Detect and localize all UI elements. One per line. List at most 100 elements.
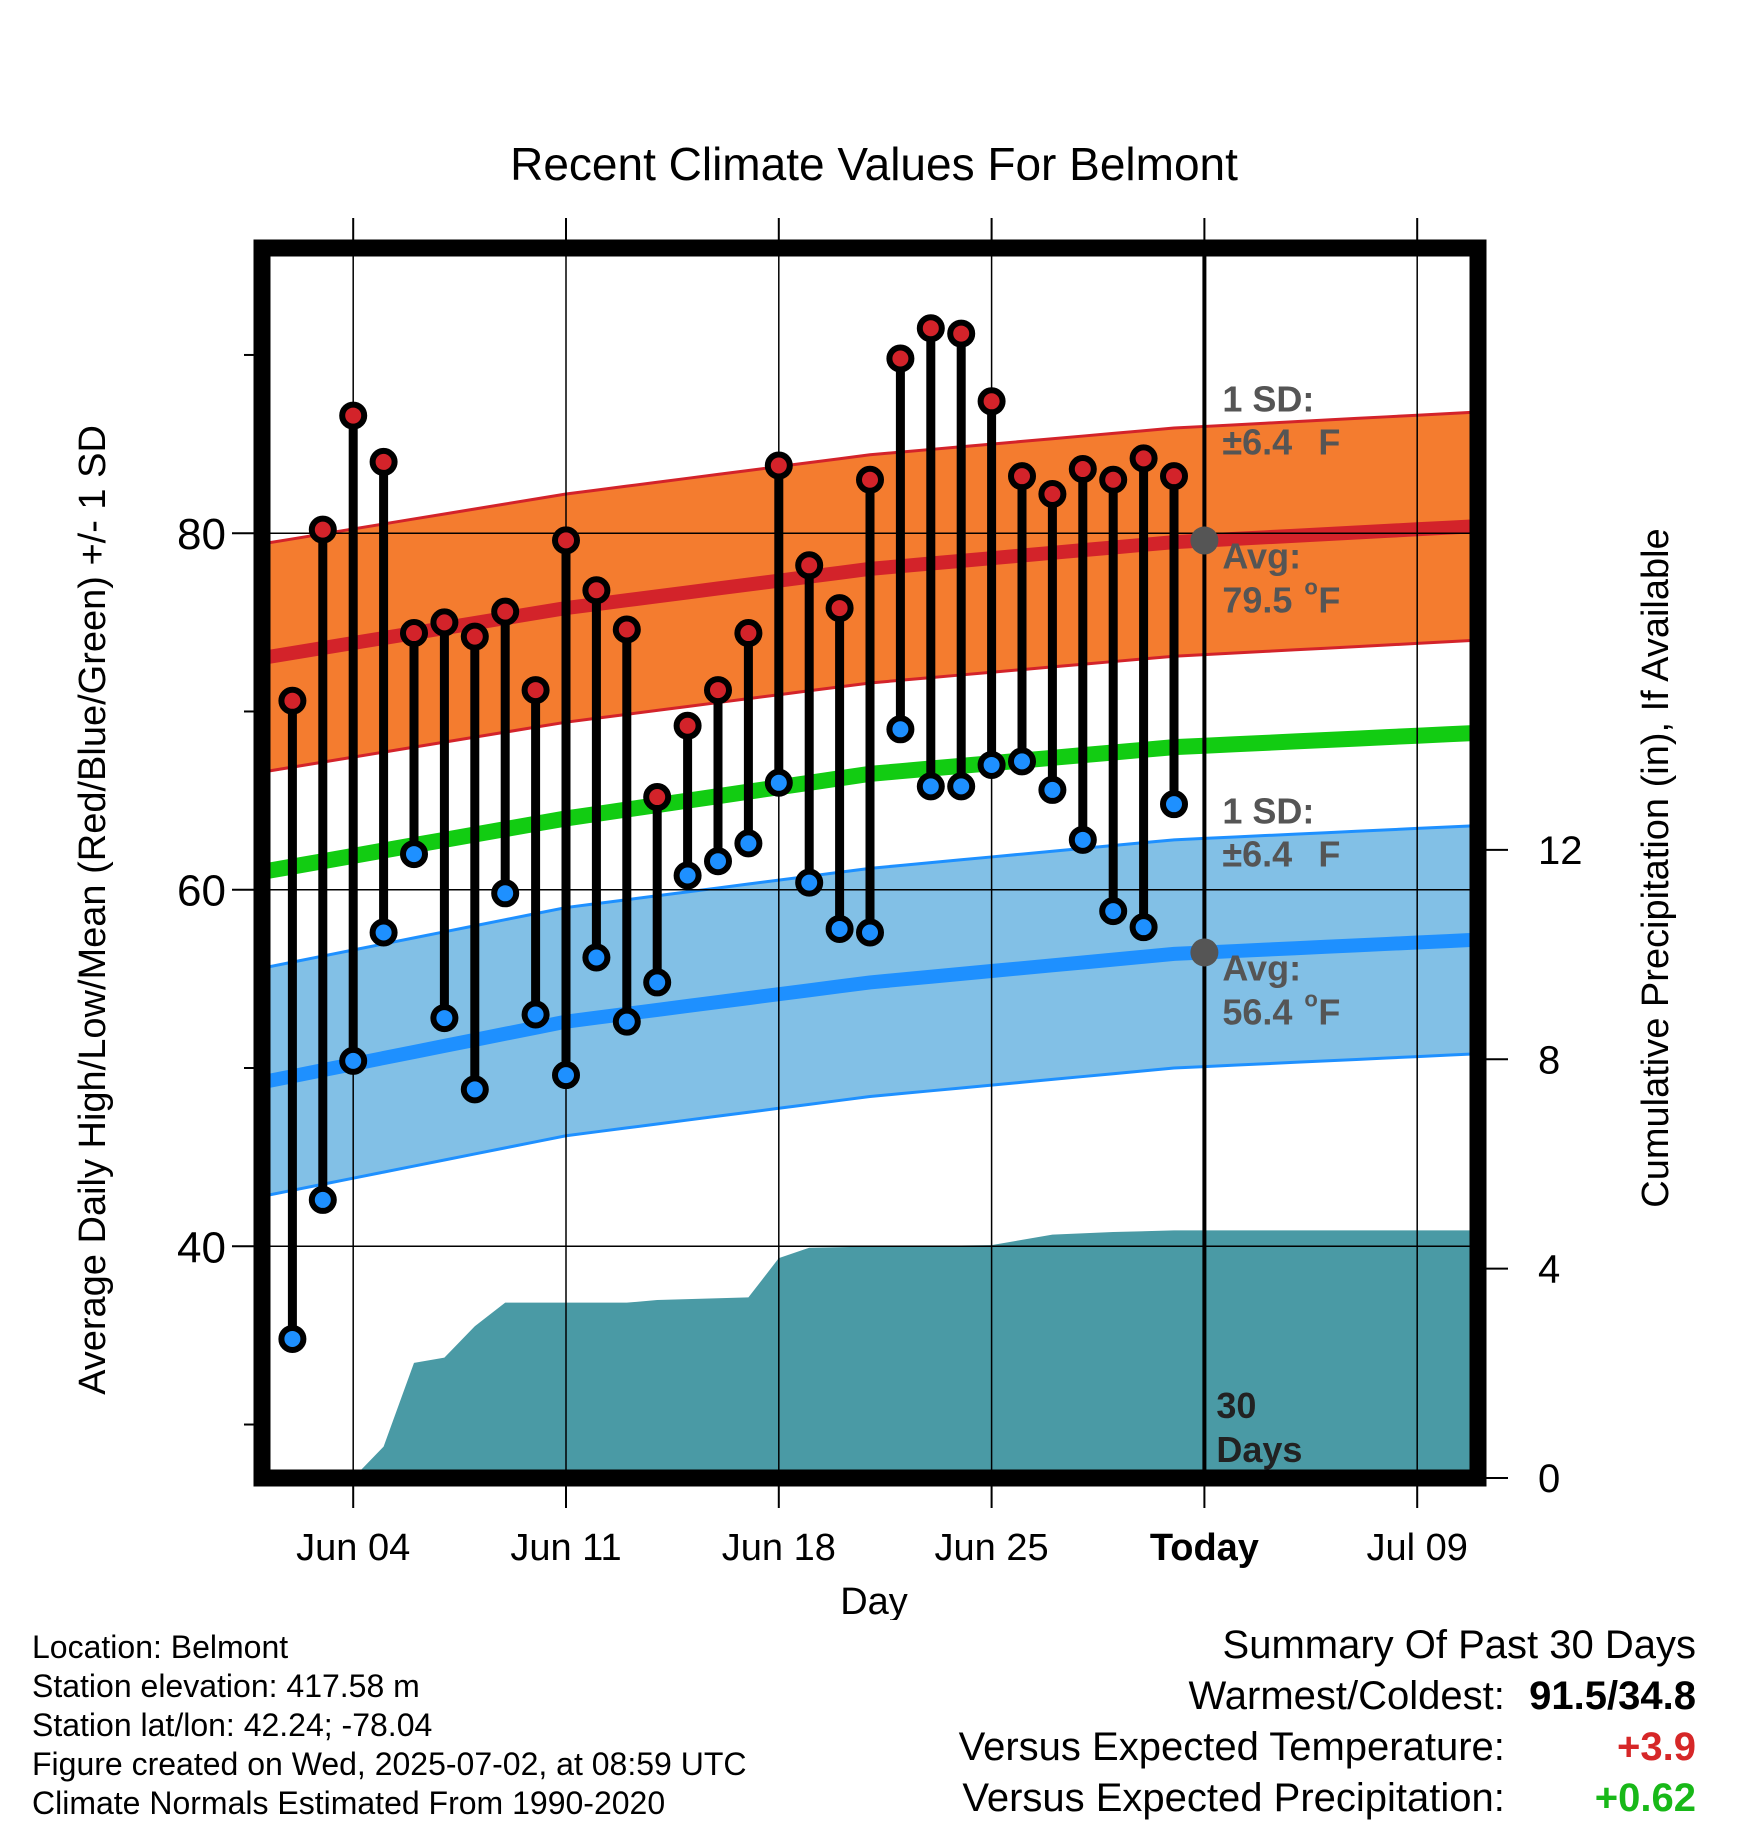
low-temp-point (521, 1000, 550, 1029)
low-temp-point (856, 918, 884, 947)
high-temp-point (308, 515, 337, 544)
precip-departure-label: Versus Expected Precipitation: (962, 1776, 1505, 1820)
low-sd-unit: F (1318, 833, 1340, 874)
high-temp-point (886, 344, 915, 373)
low-temp-point (1038, 775, 1067, 804)
high-temp-point (734, 619, 763, 648)
x-tick-label-4: Today (1150, 1527, 1259, 1569)
high-temp-point (1068, 455, 1097, 484)
low-temp-point (673, 861, 702, 890)
high-avg-value: 79.5 (1222, 580, 1292, 621)
low-temp-point (369, 918, 398, 947)
y-left-tick-label-60: 60 (177, 867, 226, 916)
high-temp-point (582, 576, 611, 605)
low-avg-marker (1190, 938, 1219, 967)
summary-title: Summary Of Past 30 Days (1222, 1623, 1696, 1667)
precip-departure-value: +0.62 (1594, 1776, 1696, 1820)
low-sd-value: ±6.4 (1222, 833, 1292, 874)
y-left-tick-label-80: 80 (177, 510, 226, 559)
low-temp-point (339, 1046, 368, 1075)
high-sd-title: 1 SD: (1222, 378, 1314, 419)
high-temp-point (1099, 465, 1128, 494)
low-temp-point (916, 772, 945, 801)
low-temp-point (764, 768, 793, 797)
high-temp-point (704, 676, 732, 705)
high-temp-point (460, 622, 489, 651)
low-temp-point (612, 1007, 641, 1036)
low-temp-point (1160, 790, 1188, 819)
x-tick-label-1: Jun 11 (510, 1527, 621, 1569)
y-axis-label-right: Cumulative Precipitation (in), If Availa… (1635, 528, 1677, 1207)
low-temp-point (947, 772, 976, 801)
low-normal-line (260, 932, 1479, 1090)
today-period-label: 30 Days (1216, 1385, 1302, 1470)
high-temp-point (521, 676, 550, 705)
low-temp-point (643, 968, 672, 997)
low-temp-point (825, 914, 854, 943)
x-tick-label-2: Jun 18 (722, 1527, 836, 1569)
low-temp-point (400, 840, 428, 869)
low-temp-point (430, 1004, 459, 1033)
high-temp-point (1160, 462, 1188, 491)
high-temp-point (430, 608, 459, 637)
high-temp-point (1038, 480, 1067, 508)
high-temp-point (612, 615, 641, 644)
created-text: Figure created on Wed, 2025-07-02, at 08… (32, 1746, 747, 1782)
y-right-tick-label-4: 4 (1538, 1248, 1560, 1292)
low-temp-point (1129, 913, 1158, 942)
low-temp-point (734, 829, 763, 858)
y-axis-label-left: Average Daily High/Low/Mean (Red/Blue/Gr… (72, 425, 114, 1395)
high-temp-point (369, 447, 398, 476)
low-temp-point (552, 1061, 580, 1090)
temp-departure-label: Versus Expected Temperature: (958, 1725, 1505, 1769)
low-temp-point (704, 847, 732, 876)
station-info: Location: Belmont Station elevation: 417… (32, 1628, 746, 1823)
low-avg-value: 56.4 (1222, 991, 1292, 1032)
y-right-tick-label-0: 0 (1538, 1457, 1560, 1501)
latlon-text: Station lat/lon: 42.24; -78.04 (32, 1707, 433, 1743)
high-temp-point (977, 387, 1006, 416)
x-tick-label-3: Jun 25 (935, 1527, 1049, 1569)
high-temp-point (1008, 462, 1036, 491)
low-temp-point (795, 868, 824, 897)
high-temp-point (856, 465, 884, 494)
y-right-tick-label-12: 12 (1538, 829, 1583, 873)
y-left-tick-label-40: 40 (177, 1223, 226, 1272)
precipitation-area (322, 1230, 1478, 1478)
elevation-text: Station elevation: 417.58 m (32, 1668, 420, 1704)
high-avg-marker (1190, 526, 1219, 555)
high-temp-point (764, 451, 793, 480)
x-axis-label: Day (840, 1581, 908, 1620)
axes: Jun 04 Jun 11 Jun 18 Jun 25 Today Jul 0940608… (177, 218, 1583, 1569)
low-sd-lower-edge (261, 1052, 1479, 1198)
y-right-tick-label-8: 8 (1538, 1038, 1560, 1082)
high-temp-point (643, 783, 672, 812)
warmest-coldest-label: Warmest/Coldest: (1188, 1674, 1505, 1718)
normals-text: Climate Normals Estimated From 1990-2020 (32, 1785, 666, 1821)
today-marker: 30 Days (1202, 248, 1302, 1478)
high-temp-point (947, 319, 976, 348)
high-temp-point (552, 526, 580, 555)
low-temp-point (1068, 825, 1097, 854)
high-temp-point (673, 711, 702, 740)
high-temp-point (491, 597, 520, 626)
high-temp-point (400, 619, 428, 648)
low-temp-point (491, 879, 520, 908)
precip-cumulative-area (322, 1230, 1478, 1478)
temp-departure-value: +3.9 (1617, 1725, 1696, 1769)
high-temp-point (339, 401, 368, 430)
daily-range-stems (287, 328, 1179, 1339)
high-temp-point (795, 551, 824, 580)
high-temp-point (825, 594, 854, 623)
high-temp-point (278, 686, 307, 715)
low-avg-title: Avg: (1222, 947, 1301, 988)
low-temp-point (460, 1075, 489, 1104)
plot-frame (253, 239, 1487, 1487)
summary-panel: Summary Of Past 30 Days Warmest/Coldest:… (959, 1620, 1696, 1824)
high-temp-point (916, 314, 945, 343)
climate-chart: Recent Climate Values For Belmont 30 Days… (72, 138, 1677, 1620)
daily-markers (278, 314, 1188, 1353)
low-temp-point (308, 1185, 337, 1214)
low-temp-point (582, 943, 611, 972)
